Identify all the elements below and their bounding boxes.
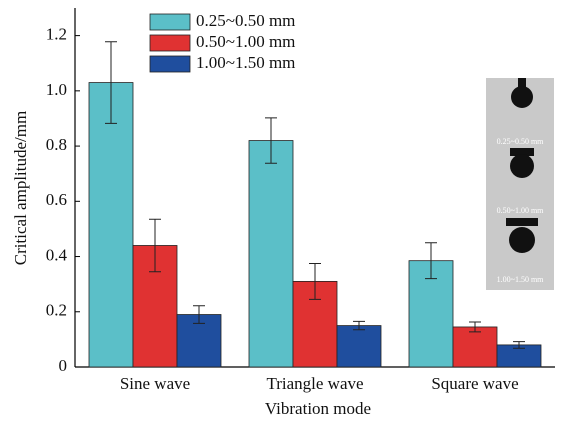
- inset-label: 1.00~1.50 mm: [497, 275, 545, 284]
- drop: [509, 227, 535, 253]
- error-bar: [353, 320, 365, 331]
- legend-swatch: [149, 55, 191, 73]
- error-bar: [425, 242, 437, 280]
- drop-nozzle: [506, 218, 538, 226]
- y-tick-label: 1.0: [46, 80, 67, 99]
- bar: [248, 140, 294, 368]
- x-tick-label: Triangle wave: [266, 374, 363, 393]
- inset-label: 0.50~1.00 mm: [497, 206, 545, 215]
- legend-label: 0.50~1.00 mm: [196, 32, 295, 51]
- drop: [510, 154, 534, 178]
- y-tick-label: 0.4: [46, 245, 68, 264]
- y-tick-label: 0.2: [46, 301, 67, 320]
- error-bar: [513, 341, 525, 349]
- error-bar: [149, 218, 161, 273]
- bar: [88, 82, 134, 368]
- legend-label: 1.00~1.50 mm: [196, 53, 295, 72]
- drop-nozzle: [510, 148, 534, 156]
- drop-nozzle: [518, 78, 526, 88]
- y-tick-label: 0.8: [46, 135, 67, 154]
- legend-swatch: [149, 34, 191, 52]
- x-tick-label: Sine wave: [120, 374, 190, 393]
- y-tick-label: 0.6: [46, 190, 67, 209]
- inset-photo: [486, 78, 554, 290]
- error-bar: [469, 321, 481, 333]
- error-bar: [105, 41, 117, 124]
- bar: [336, 325, 382, 368]
- inset-background: [486, 78, 554, 290]
- y-tick-label: 1.2: [46, 25, 67, 44]
- error-bar: [265, 117, 277, 164]
- error-bar: [193, 305, 205, 324]
- drop: [511, 86, 533, 108]
- legend-label: 0.25~0.50 mm: [196, 11, 295, 30]
- y-tick-label: 0: [59, 356, 68, 375]
- y-axis-label: Critical amplitude/mm: [11, 111, 30, 265]
- error-bar: [309, 262, 321, 300]
- x-tick-label: Square wave: [431, 374, 518, 393]
- inset-label: 0.25~0.50 mm: [497, 137, 545, 146]
- bar: [452, 326, 498, 368]
- legend-swatch: [149, 13, 191, 31]
- x-axis-label: Vibration mode: [265, 399, 371, 418]
